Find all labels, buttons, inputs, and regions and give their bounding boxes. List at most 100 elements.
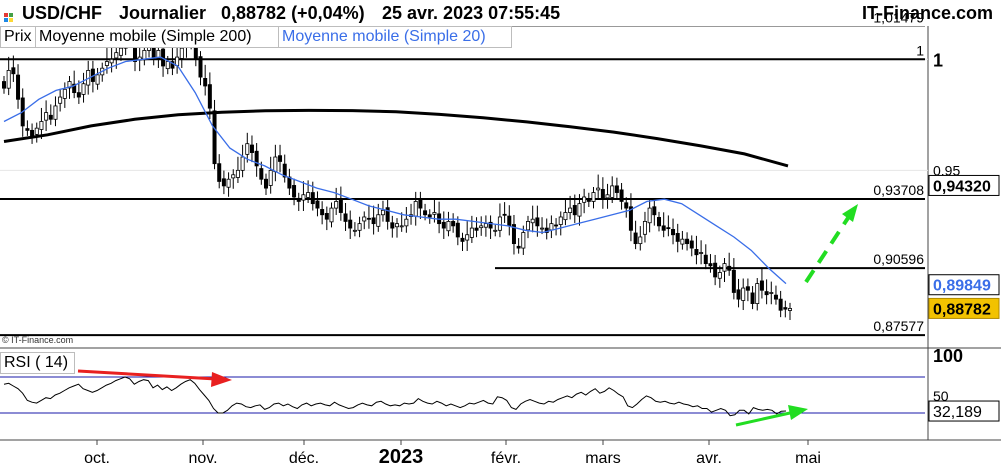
- time-axis-label: avr.: [696, 450, 722, 467]
- candle-body: [685, 238, 690, 245]
- rsi-axis-tick: 100: [933, 346, 963, 366]
- candle-body: [179, 47, 184, 59]
- candle-body: [390, 222, 395, 229]
- candle-body: [16, 74, 21, 100]
- candle-body: [427, 214, 432, 218]
- candle-body: [371, 217, 376, 225]
- candle-body: [596, 187, 601, 191]
- candle-body: [731, 269, 736, 293]
- candle-body: [34, 127, 39, 135]
- rsi-legend: RSI ( 14): [0, 352, 75, 374]
- candle-body: [48, 114, 53, 120]
- time-axis-label: oct.: [84, 450, 110, 467]
- candle-body: [745, 286, 750, 291]
- price-axis: 1 0.950,94320 0,89849 0,88782: [928, 50, 1000, 319]
- candle-body: [661, 225, 666, 231]
- candle-body: [338, 198, 343, 213]
- candle-body: [198, 56, 203, 78]
- candle-body: [362, 216, 367, 222]
- candle-body: [62, 88, 67, 99]
- candle-body: [254, 150, 259, 167]
- candle-body: [203, 78, 208, 87]
- green-arrow: [735, 411, 791, 427]
- candle-body: [568, 207, 573, 213]
- legend-ma200: Moyenne mobile (Simple 200): [35, 26, 279, 48]
- price-tag-label: 0,89849: [933, 278, 991, 295]
- candle-body: [217, 163, 222, 182]
- candle-body: [689, 240, 694, 249]
- candle-body: [619, 189, 624, 202]
- candle-body: [320, 209, 325, 216]
- candle-body: [282, 163, 287, 178]
- candle-body: [493, 229, 498, 232]
- symbol-label: USD/CHF: [22, 3, 102, 23]
- candle-body: [235, 169, 240, 178]
- level-label: 1,01479: [873, 9, 924, 25]
- time-axis-label: nov.: [188, 450, 217, 467]
- candle-body: [165, 61, 170, 70]
- candle-body: [104, 61, 109, 66]
- candle-body: [699, 252, 704, 254]
- candle-body: [170, 61, 175, 69]
- price-tag-label: 0,94320: [933, 178, 991, 195]
- time-axis: oct. nov. déc. 2023 févr. mars avr. mai: [84, 440, 821, 468]
- green-arrow-head: [788, 405, 808, 420]
- candle-body: [769, 292, 774, 294]
- candle-body: [582, 196, 587, 203]
- candle-series: [2, 27, 793, 321]
- candle-body: [703, 254, 708, 265]
- candle-body: [708, 263, 713, 267]
- level-label: 1: [916, 42, 924, 58]
- level-label: 0,93708: [873, 182, 924, 198]
- candle-body: [380, 209, 385, 216]
- candle-body: [278, 155, 283, 162]
- candle-body: [572, 205, 577, 216]
- candle-body: [301, 194, 306, 201]
- candle-body: [156, 50, 161, 59]
- candle-body: [394, 223, 399, 228]
- price-tag-box: [928, 174, 1000, 196]
- time-axis-label: 2023: [379, 446, 424, 468]
- candle-body: [642, 221, 647, 235]
- candle-body: [212, 110, 217, 165]
- candle-body: [81, 83, 86, 95]
- candle-body: [521, 232, 526, 249]
- candle-body: [764, 291, 769, 296]
- candle-body: [783, 307, 788, 310]
- rsi-annotations: [77, 369, 808, 427]
- candle-body: [600, 189, 605, 200]
- price-tag-box: [928, 297, 1000, 319]
- candle-body: [226, 178, 231, 188]
- candle-body: [516, 245, 521, 249]
- candle-body: [366, 217, 371, 220]
- candle-body: [727, 265, 732, 271]
- price-tag-box: [928, 274, 1000, 296]
- datetime-label: 25 avr. 2023 07:55:45: [382, 3, 561, 23]
- red-arrow-head: [211, 372, 232, 387]
- candle-body: [11, 67, 16, 75]
- ma20-line: [3, 56, 787, 285]
- candle-body: [451, 221, 456, 227]
- watermark: © IT-Finance.com: [2, 335, 74, 345]
- candle-body: [114, 52, 119, 59]
- candle-body: [249, 144, 254, 153]
- candle-body: [558, 216, 563, 225]
- candle-body: [675, 233, 680, 242]
- candle-body: [67, 81, 72, 89]
- candle-body: [666, 227, 671, 230]
- candle-body: [497, 216, 502, 231]
- candle-body: [44, 112, 49, 121]
- candle-body: [535, 217, 540, 227]
- candle-body: [741, 287, 746, 301]
- candle-body: [39, 121, 44, 130]
- logo-icon: [4, 9, 13, 22]
- candle-body: [446, 221, 451, 232]
- candle-body: [324, 213, 329, 220]
- candle-body: [357, 223, 362, 231]
- candle-body: [502, 213, 507, 216]
- candle-body: [175, 56, 180, 66]
- candle-body: [633, 232, 638, 245]
- legend-ma20: Moyenne mobile (Simple 20): [278, 26, 512, 48]
